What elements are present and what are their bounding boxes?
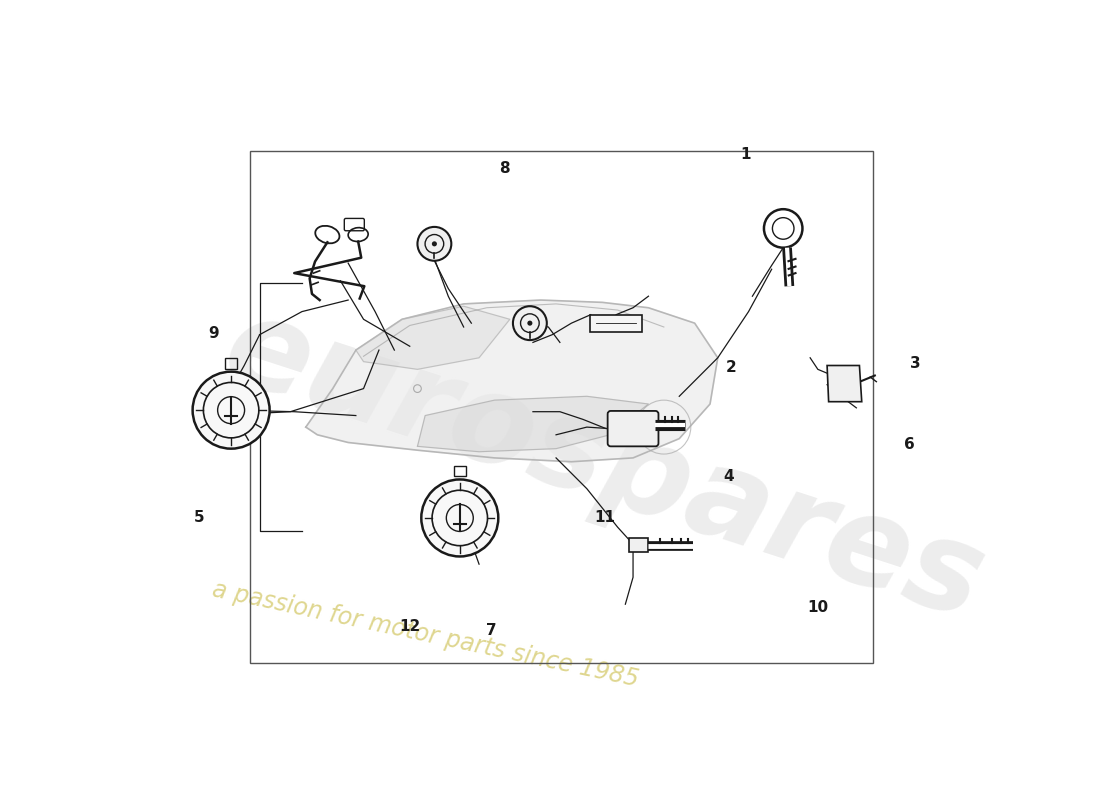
Circle shape — [432, 242, 437, 246]
FancyBboxPatch shape — [607, 411, 659, 446]
Polygon shape — [418, 396, 649, 452]
Text: 5: 5 — [195, 510, 205, 526]
Circle shape — [192, 372, 270, 449]
Text: a passion for motor parts since 1985: a passion for motor parts since 1985 — [209, 578, 640, 692]
Text: 10: 10 — [807, 600, 828, 614]
Circle shape — [418, 227, 451, 261]
Circle shape — [527, 321, 532, 326]
Text: 9: 9 — [208, 326, 219, 341]
Bar — [453, 466, 466, 476]
Bar — [590, 314, 642, 332]
Text: 7: 7 — [486, 623, 497, 638]
Bar — [224, 358, 238, 369]
Text: 3: 3 — [910, 357, 921, 371]
Bar — [629, 538, 649, 552]
Bar — [251, 151, 873, 662]
Text: 12: 12 — [399, 619, 420, 634]
Text: 2: 2 — [726, 359, 737, 374]
Polygon shape — [356, 306, 510, 370]
Text: 8: 8 — [499, 161, 509, 176]
Text: 4: 4 — [724, 469, 734, 484]
Polygon shape — [306, 300, 717, 462]
Text: 1: 1 — [740, 147, 751, 162]
Text: 6: 6 — [904, 437, 915, 451]
Text: 11: 11 — [594, 510, 615, 526]
Polygon shape — [827, 366, 861, 402]
Circle shape — [421, 479, 498, 557]
Circle shape — [513, 306, 547, 340]
Text: eurospares: eurospares — [209, 286, 999, 646]
